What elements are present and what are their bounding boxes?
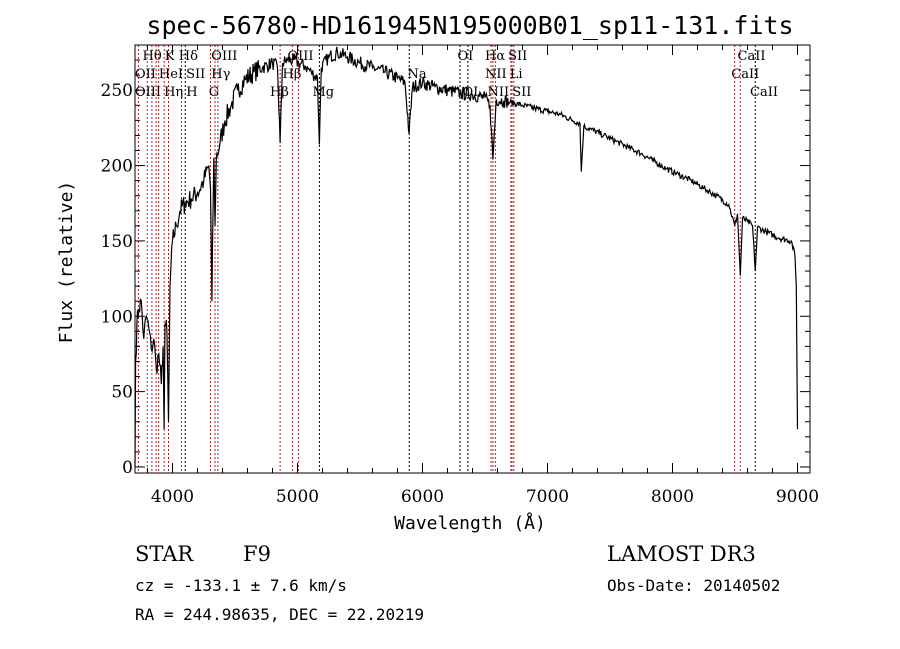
subclass: F9 xyxy=(243,542,271,566)
spectral-line-label: Li xyxy=(510,67,523,82)
spectral-line-label: CaII xyxy=(731,67,759,82)
spectral-line-label: K xyxy=(165,49,175,64)
spectral-line-label: Hθ xyxy=(143,49,162,64)
survey-name: LAMOST DR3 xyxy=(607,542,756,566)
spectral-line-label: OIII xyxy=(211,49,237,64)
y-tick-label: 0 xyxy=(122,458,133,478)
x-tick-label: 6000 xyxy=(401,487,444,507)
redshift-cz: cz = -133.1 ± 7.6 km/s xyxy=(135,576,347,595)
spectrum-line xyxy=(134,46,799,468)
x-tick-label: 9000 xyxy=(776,487,819,507)
spectral-line-label: Hγ xyxy=(211,67,230,82)
y-axis-label: Flux (relative) xyxy=(56,181,77,344)
y-tick-label: 100 xyxy=(101,307,133,327)
x-axis-label: Wavelength (Å) xyxy=(394,512,546,534)
axis-ticks: 4000 5000 6000 7000 8000 9000 0 50 100 150 200 250 xyxy=(101,45,819,507)
spectral-line-label: Hβ xyxy=(283,67,302,82)
plot-frame xyxy=(134,44,811,474)
spectral-line-label: Mg xyxy=(313,85,335,100)
spectral-line-label: CaII xyxy=(738,49,766,64)
x-tick-label: 7000 xyxy=(526,487,569,507)
spectral-line-label: CaII xyxy=(750,85,778,100)
spectral-line-label: SII xyxy=(186,67,205,82)
x-tick-label: 8000 xyxy=(651,487,694,507)
spectral-line-label: Na xyxy=(408,67,427,82)
chart-title: spec-56780-HD161945N195000B01_sp11-131.f… xyxy=(146,11,793,40)
x-tick-label: 5000 xyxy=(276,487,319,507)
spectral-line-label: SII xyxy=(512,85,531,100)
spectral-line-label: NII xyxy=(488,85,510,100)
spectral-line-label: Hα xyxy=(485,49,505,64)
spectral-line-label: NII xyxy=(485,67,507,82)
y-tick-label: 150 xyxy=(101,232,133,252)
spectral-line-label: G xyxy=(209,85,219,100)
x-tick-label: 4000 xyxy=(151,487,194,507)
spectral-line-label: HeI xyxy=(159,67,183,82)
coordinates: RA = 244.98635, DEC = 22.20219 xyxy=(135,605,424,624)
object-type: STAR xyxy=(135,542,194,566)
spectral-line-label: OII xyxy=(135,67,156,82)
spectral-line-label: Hδ xyxy=(179,49,198,64)
spectral-line-markers xyxy=(137,45,756,473)
spectral-line-label: OIII xyxy=(135,85,161,100)
spectral-line-label: H xyxy=(186,85,197,100)
spectral-line-label: OIII xyxy=(288,49,314,64)
y-tick-label: 50 xyxy=(111,383,133,403)
obs-date: Obs-Date: 20140502 xyxy=(607,576,780,595)
spectral-line-label: OI xyxy=(458,49,474,64)
spectral-line-label: Hη xyxy=(164,85,183,100)
spectral-line-label: Hβ xyxy=(270,85,289,100)
y-tick-label: 250 xyxy=(101,81,133,101)
spectral-line-label: SII xyxy=(508,49,527,64)
y-tick-label: 200 xyxy=(101,157,133,177)
